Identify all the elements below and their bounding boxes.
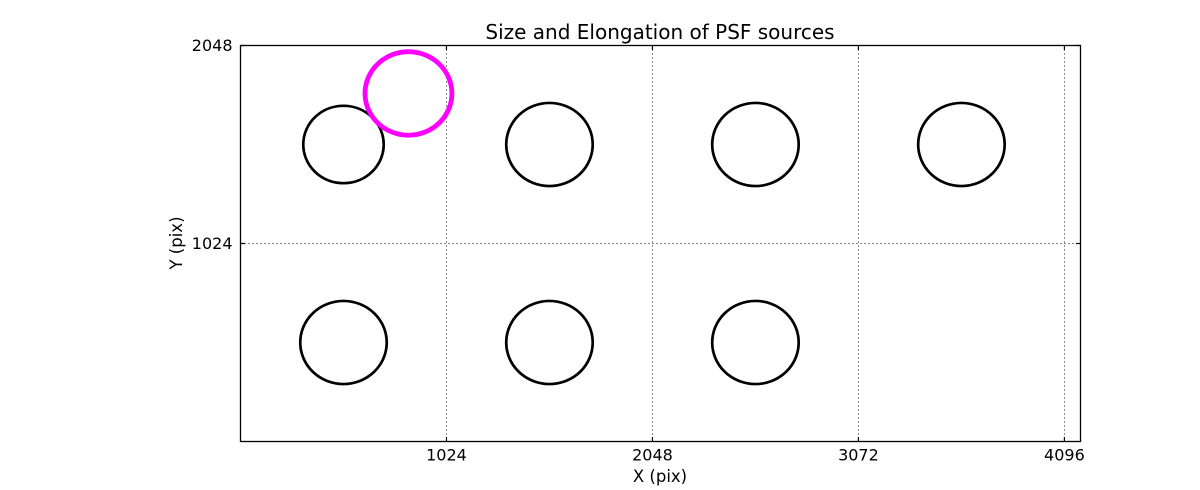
psf-source-marker bbox=[710, 299, 801, 386]
y-tick-label: 2048 bbox=[192, 36, 233, 55]
x-tick-label: 4096 bbox=[1044, 446, 1085, 465]
y-tick-label: 1024 bbox=[192, 234, 233, 253]
psf-source-marker bbox=[710, 101, 801, 188]
x-tick-label: 1024 bbox=[426, 446, 467, 465]
x-tick-label: 2048 bbox=[632, 446, 673, 465]
psf-source-marker bbox=[916, 101, 1007, 188]
x-tick-label: 3072 bbox=[838, 446, 879, 465]
psf-source-marker bbox=[504, 101, 595, 188]
psf-source-marker bbox=[301, 104, 386, 185]
psf-source-marker bbox=[504, 299, 595, 386]
y-axis-label: Y (pix) bbox=[167, 216, 186, 270]
psf-source-marker bbox=[298, 299, 389, 386]
x-axis-label: X (pix) bbox=[632, 467, 688, 486]
chart-title: Size and Elongation of PSF sources bbox=[485, 20, 835, 44]
psf-outlier-marker bbox=[362, 49, 455, 138]
